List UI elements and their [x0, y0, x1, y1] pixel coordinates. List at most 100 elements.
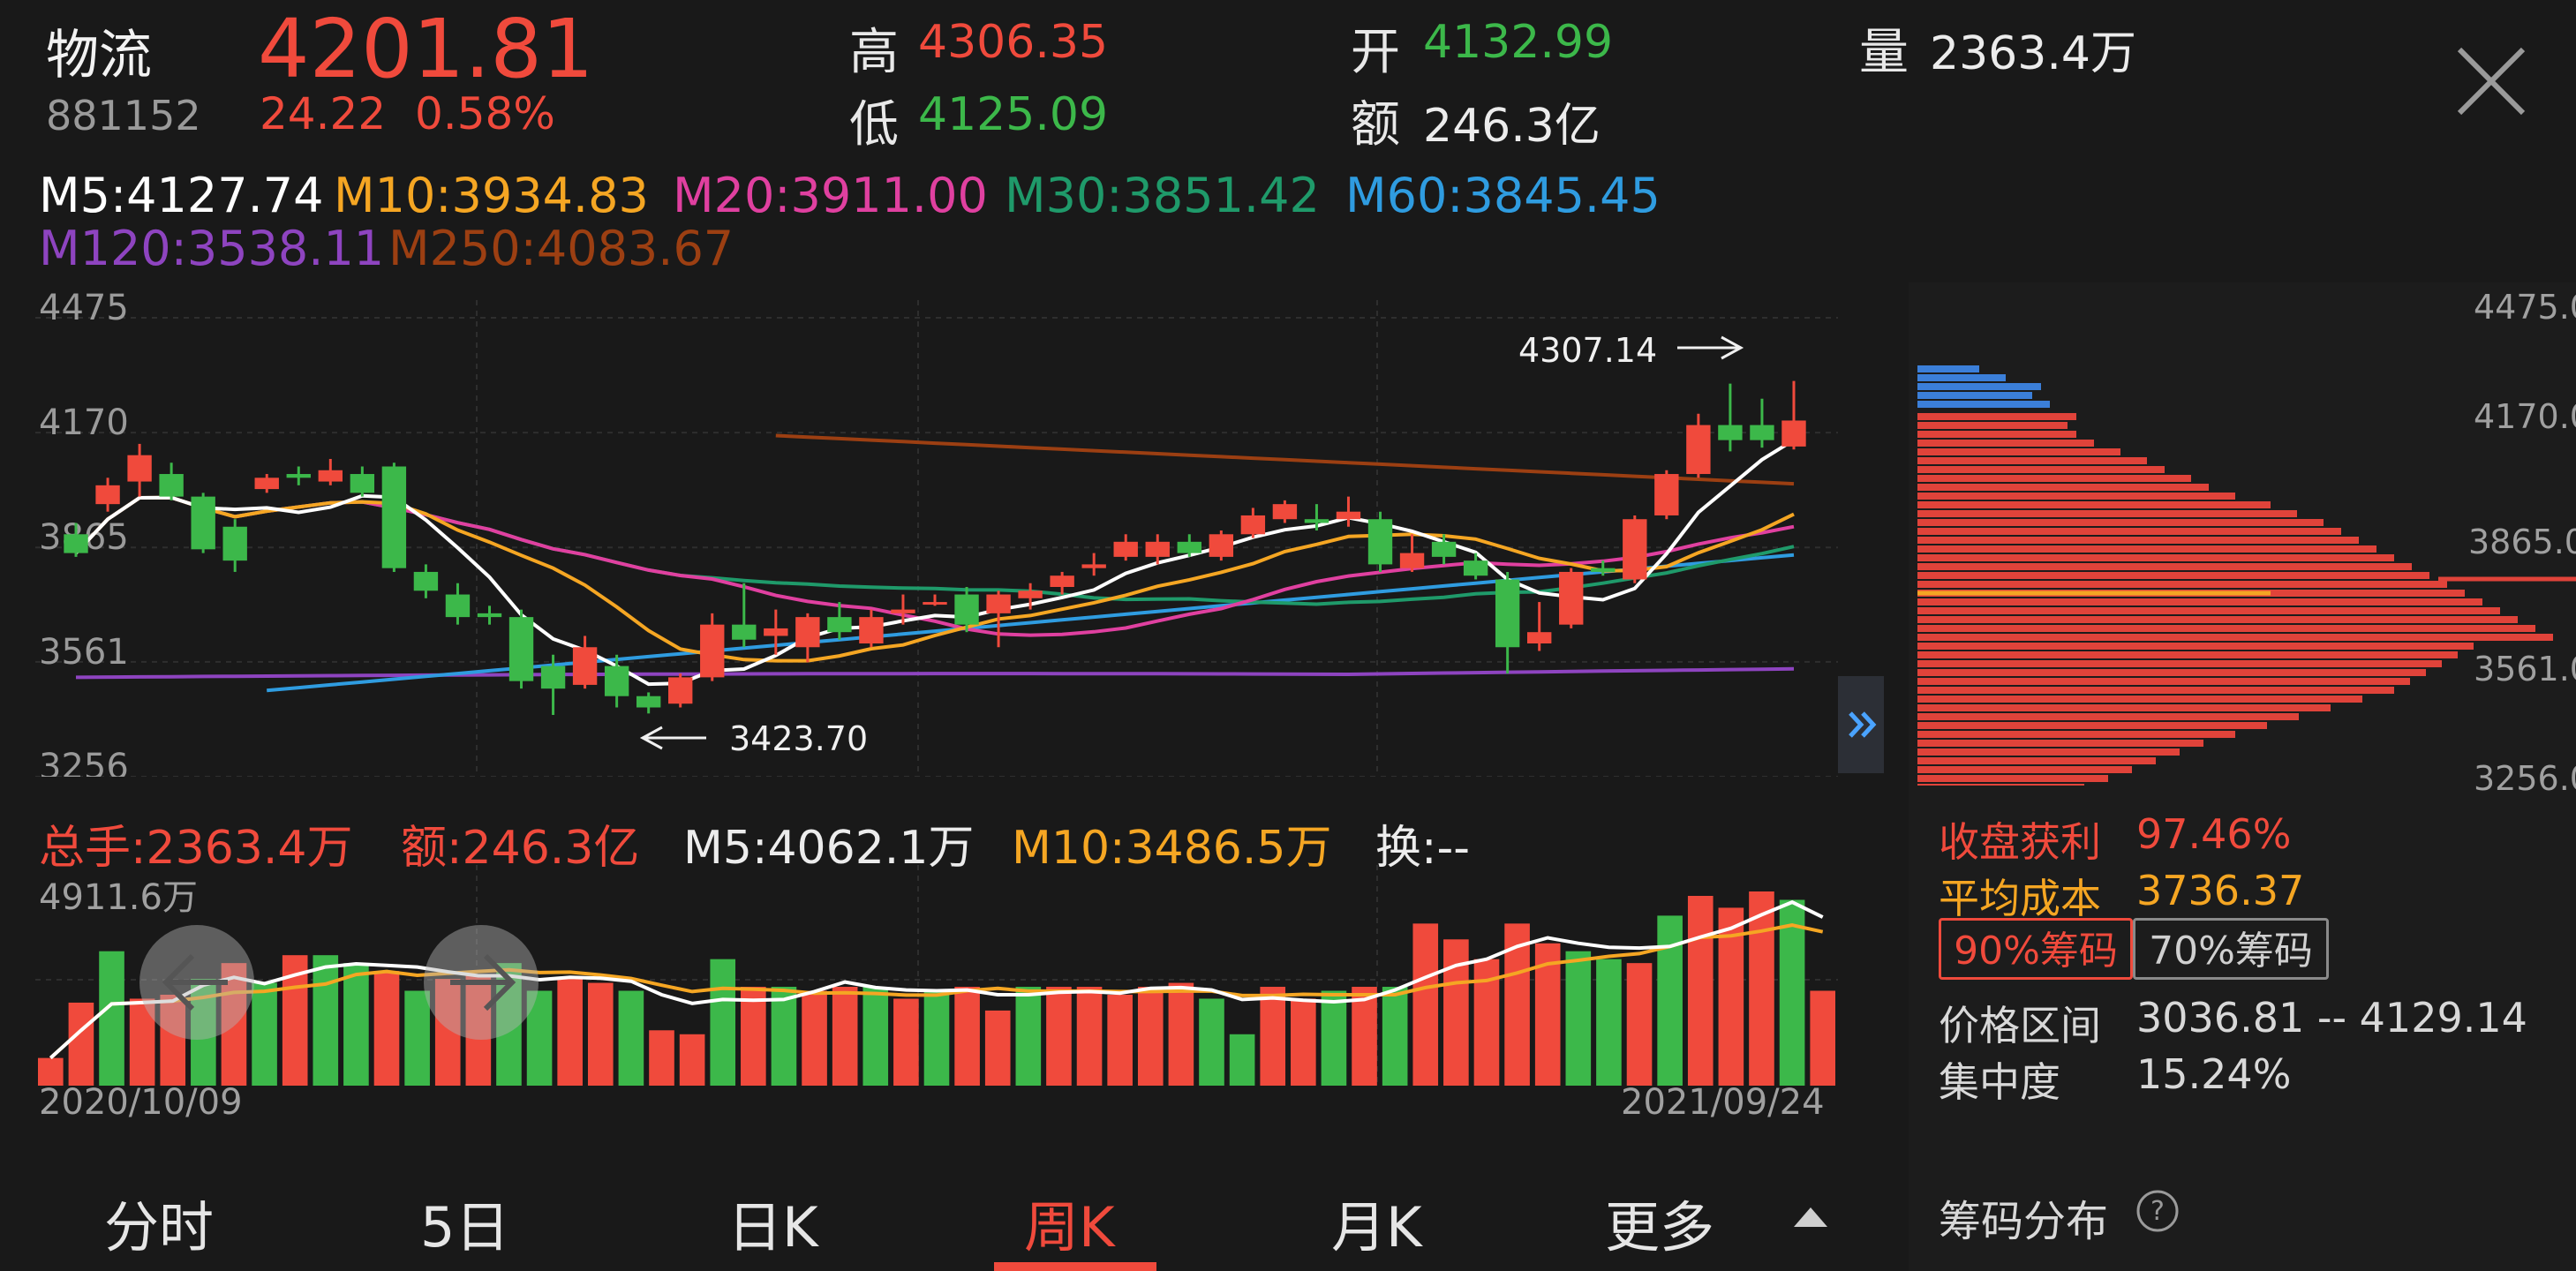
candle-body	[1463, 560, 1488, 576]
chip-bar-red	[1917, 634, 2553, 641]
chip-bar-red	[1917, 554, 2394, 561]
chip-bar-red	[1917, 572, 2429, 579]
chip-bar-red	[1917, 413, 2076, 420]
price-tick-label: 4170	[39, 402, 129, 443]
volume-bar	[526, 990, 553, 1086]
tab-more[interactable]: 更多	[1605, 1195, 1715, 1260]
chip-bar-red	[1917, 466, 2165, 473]
volume-bar	[649, 1030, 674, 1086]
volume-bar	[1443, 939, 1469, 1086]
arrow-right-icon	[450, 953, 516, 1012]
chip-70-button[interactable]: 70%筹码	[2133, 918, 2329, 980]
chip-bar-red	[1917, 722, 2267, 729]
chip-bar-red	[1917, 775, 2108, 782]
chip-bar-red	[1917, 501, 2271, 508]
volume-bar	[954, 987, 980, 1086]
volume-amount: 额:246.3亿	[401, 822, 640, 875]
chip-bar-red	[1917, 696, 2362, 703]
candle-body	[159, 474, 184, 497]
high-annotation: 4307.14	[1518, 331, 1657, 370]
candle-body	[1526, 632, 1552, 643]
volume-bar	[1199, 998, 1224, 1086]
volume-chart[interactable]	[0, 865, 1909, 1130]
range-label: 价格区间	[1939, 1002, 2101, 1049]
candle-body	[381, 466, 407, 568]
price-tick-label: 3256	[39, 747, 129, 777]
chip-bar-red	[1917, 731, 2235, 738]
volume-value: 2363.4万	[1930, 27, 2136, 80]
chip-bar-red	[1917, 660, 2442, 667]
tab-5day[interactable]: 5日	[420, 1195, 510, 1260]
volume-bar	[343, 963, 369, 1086]
high-value: 4306.35	[918, 16, 1109, 69]
chip-bar-red	[1917, 440, 2094, 447]
volume-bar	[1015, 987, 1042, 1086]
ma30-label: M30:3851.42	[1005, 168, 1320, 223]
volume-bar	[404, 990, 430, 1086]
candle-body	[318, 470, 343, 482]
volume-bar	[252, 982, 277, 1086]
avg-cost-label: 平均成本	[1939, 875, 2101, 922]
candle-body	[1145, 541, 1170, 557]
close-icon[interactable]	[2454, 44, 2528, 118]
chip-bar-red	[1917, 563, 2412, 570]
active-tab-indicator	[994, 1262, 1156, 1271]
ma30-line	[74, 495, 1795, 606]
candle-body	[1495, 579, 1520, 648]
concentration-label: 集中度	[1939, 1058, 2060, 1106]
candle-body	[764, 628, 788, 636]
scroll-right-button[interactable]	[424, 925, 539, 1040]
ma10-label: M10:3934.83	[334, 168, 649, 223]
volume-ma10-line	[49, 923, 1824, 1060]
chip-bar-red	[1917, 625, 2535, 632]
chip-bar-red	[1917, 431, 2076, 438]
candle-body	[1081, 564, 1106, 568]
tab-intraday[interactable]: 分时	[104, 1195, 215, 1260]
volume-bar	[802, 990, 827, 1086]
expand-panel-button[interactable]	[1838, 676, 1884, 773]
stock-code: 881152	[46, 92, 201, 139]
chip-bar-red	[1917, 713, 2299, 720]
chip-bar-red	[1917, 448, 2120, 455]
tab-weekly-k[interactable]: 周K	[1024, 1195, 1115, 1260]
chip-bar-red	[1917, 740, 2203, 747]
candle-body	[1209, 534, 1234, 557]
volume-bar	[1657, 915, 1683, 1086]
chip-bar-blue	[1917, 365, 1979, 372]
amount-value: 246.3亿	[1423, 100, 1601, 153]
chip-90-button[interactable]: 90%筹码	[1939, 918, 2133, 980]
volume-bar	[771, 987, 797, 1086]
arrow-left-icon	[162, 953, 228, 1012]
triangle-up-icon[interactable]	[1790, 1202, 1831, 1232]
tab-daily-k[interactable]: 日K	[727, 1195, 818, 1260]
candle-body	[891, 609, 915, 613]
volume-bar	[68, 1002, 94, 1086]
chip-bar-red	[1917, 616, 2518, 623]
candle-body	[1367, 519, 1393, 565]
volume-bar	[465, 974, 492, 1086]
chip-axis-4: 3256.0	[2474, 759, 2576, 798]
volume-bar	[1137, 987, 1164, 1086]
scroll-left-button[interactable]	[139, 925, 254, 1040]
volume-bar	[99, 951, 124, 1086]
candle-body	[954, 594, 979, 625]
chip-axis-2: 3865.0	[2468, 523, 2576, 561]
volume-total: 总手:2363.4万	[39, 822, 353, 875]
quote-header: 物流 881152 4201.81 24.22 0.58% 高 4306.35 …	[0, 0, 2576, 166]
candle-body	[1113, 541, 1138, 557]
candle-body	[1018, 590, 1043, 598]
volume-bar	[741, 987, 766, 1086]
chip-distribution-chart	[1917, 365, 2576, 786]
chip-bar-blue	[1917, 401, 2050, 408]
low-label: 低	[849, 96, 899, 154]
candle-body	[1718, 425, 1743, 440]
candle-body	[1781, 420, 1806, 447]
low-arrow-head	[639, 726, 663, 750]
candle-body	[1177, 541, 1201, 553]
candle-body	[95, 485, 120, 505]
chip-panel-title: 筹码分布	[1939, 1197, 2109, 1246]
chip-bar-red	[1917, 510, 2297, 517]
tab-monthly-k[interactable]: 月K	[1331, 1195, 1422, 1260]
help-icon[interactable]: ?	[2135, 1188, 2181, 1234]
